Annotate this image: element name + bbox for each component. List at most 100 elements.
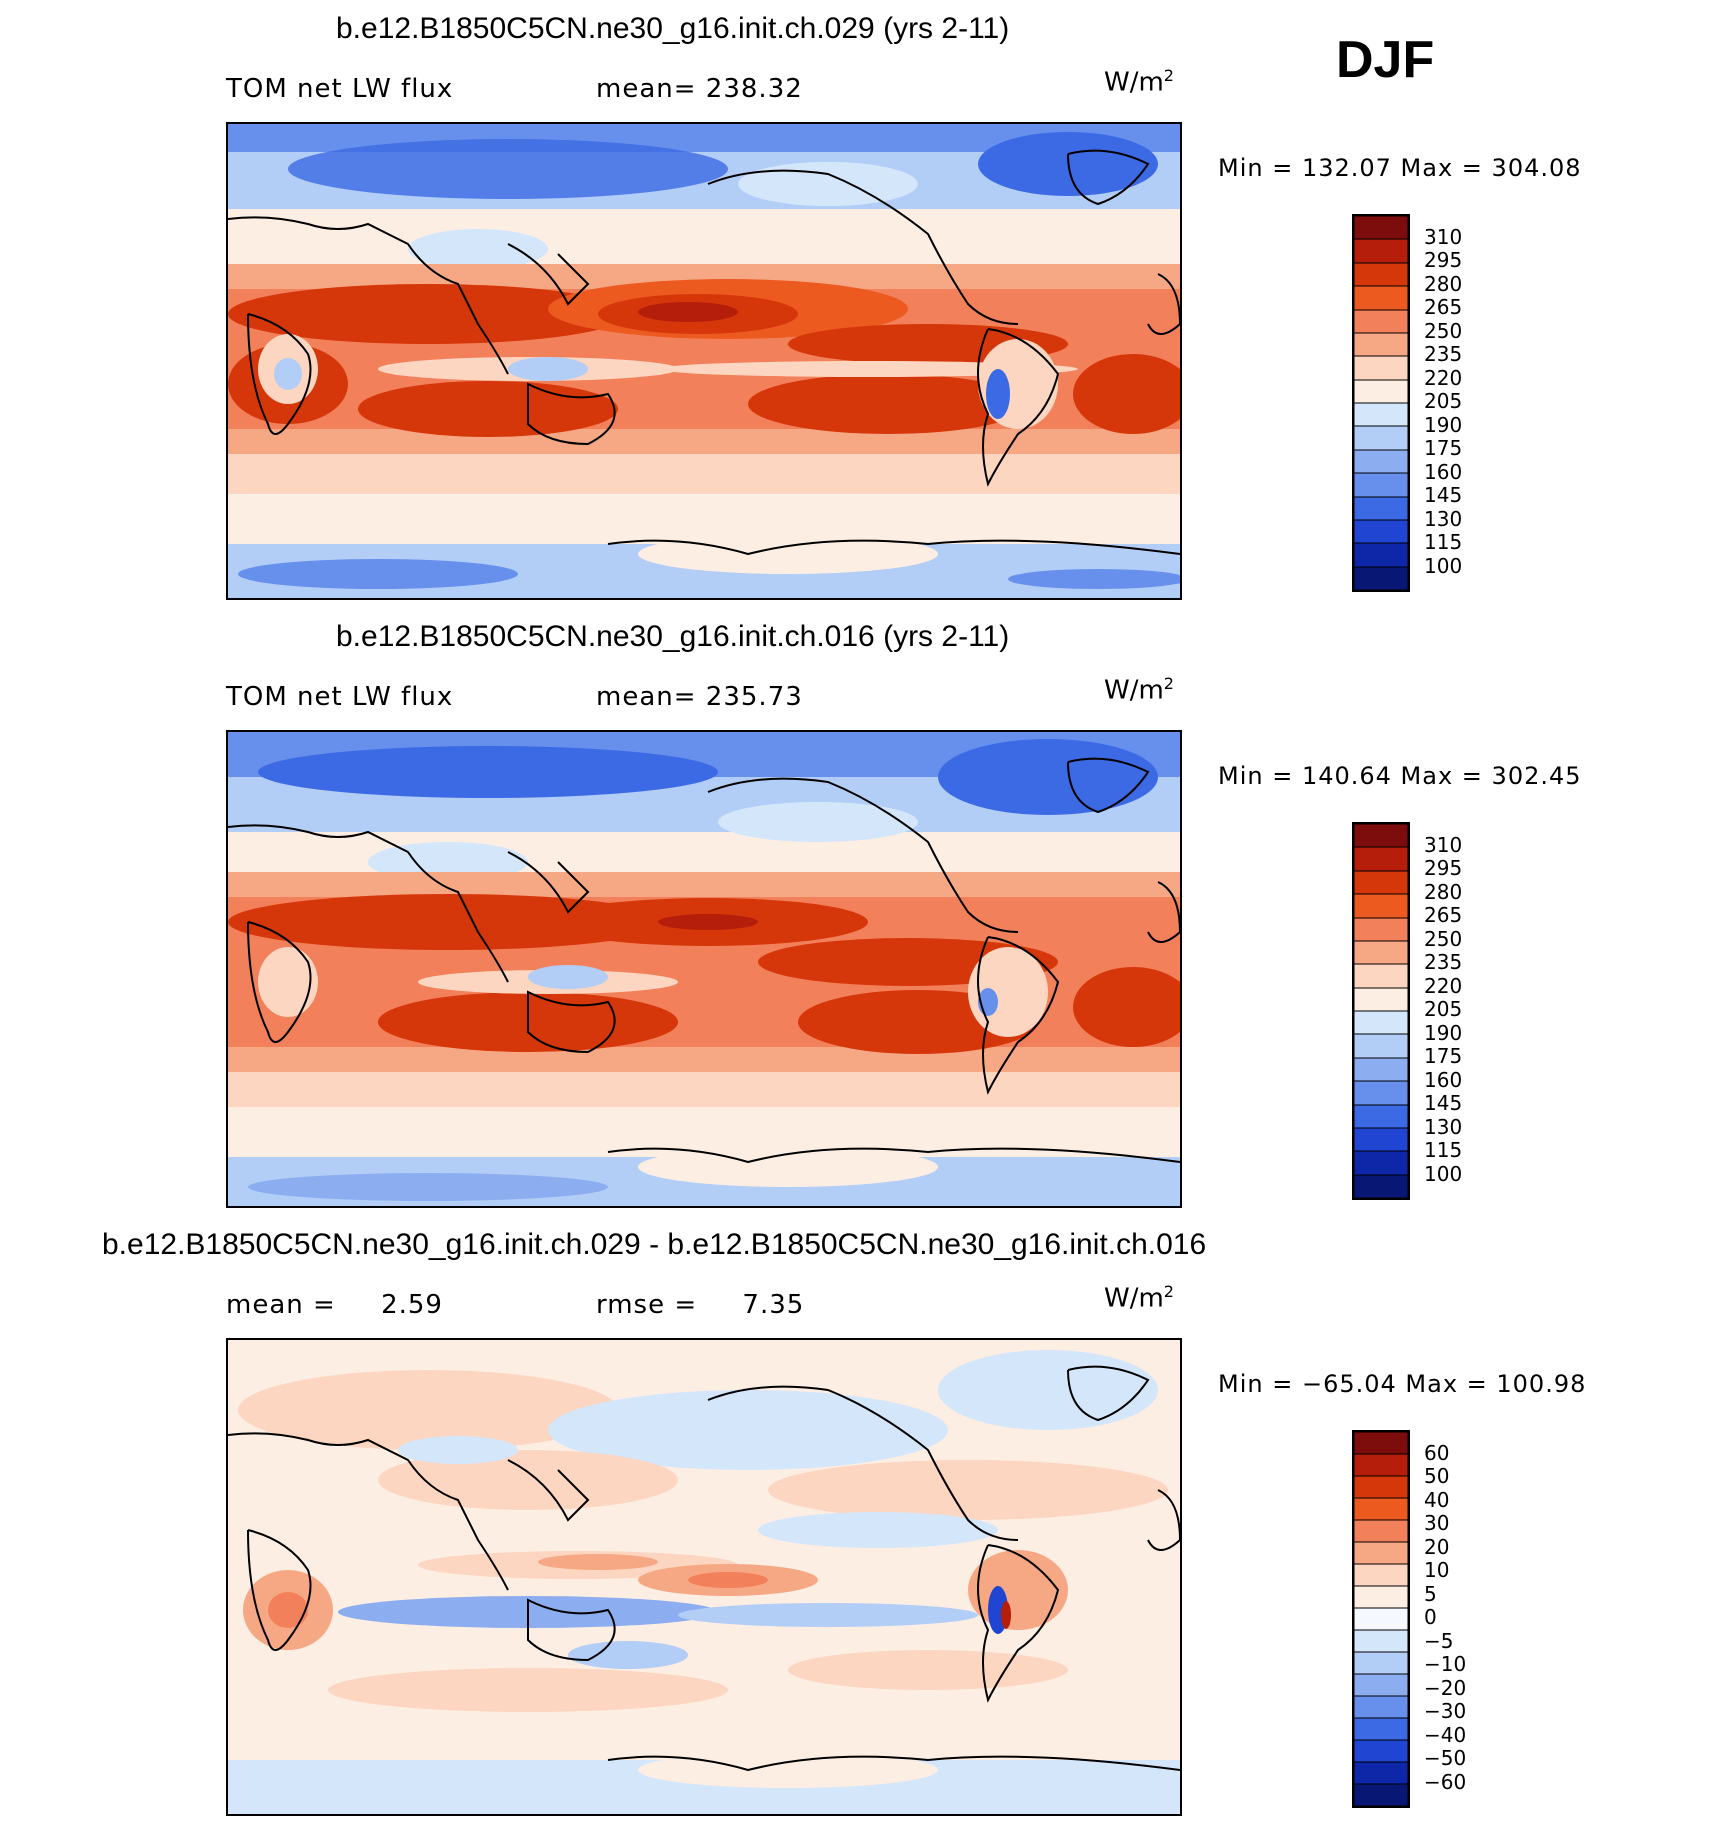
colorbar-swatch [1354,472,1408,498]
colorbar-swatch [1354,1717,1408,1741]
colorbar-swatch [1354,1739,1408,1763]
colorbar-tick: 235 [1424,342,1463,366]
colorbar-swatch [1354,1695,1408,1719]
colorbar-swatch [1354,1432,1408,1455]
panel-3-colorbar-svg [1354,1432,1408,1806]
colorbar-swatch [1354,1673,1408,1697]
colorbar-swatch [1354,940,1408,965]
colorbar-tick: 310 [1424,833,1463,857]
panel-1-units-exp: 2 [1163,66,1174,85]
panel-2-mean-key: mean= [596,682,697,712]
panel-2-units: W/m2 [1104,674,1174,706]
colorbar-swatch [1354,1783,1408,1806]
colorbar-swatch [1354,262,1408,287]
panel-3-mean-key: mean = [226,1290,336,1320]
colorbar-tick: −60 [1424,1770,1467,1794]
colorbar-tick: 60 [1424,1441,1450,1465]
colorbar-tick: 130 [1424,1115,1463,1139]
colorbar-tick: 40 [1424,1488,1450,1512]
colorbar-tick: 310 [1424,225,1463,249]
colorbar-tick: 295 [1424,248,1463,272]
panel-3-mean-label: mean = 2.59 [226,1290,443,1320]
colorbar-tick: 115 [1424,530,1463,554]
colorbar-tick: 280 [1424,880,1463,904]
colorbar-swatch [1354,1453,1408,1477]
panel-1-colorbar-labels: 310 295 280 265 250 235 220 205 190 175 … [1424,214,1504,592]
colorbar-tick: 50 [1424,1464,1450,1488]
panel-2-mean-label: mean= 235.73 [596,682,803,712]
panel-2-map-svg [228,732,1180,1206]
colorbar-tick: 160 [1424,1068,1463,1092]
panel-1-units-base: W/m [1104,67,1164,98]
panel-1-colorbar-svg [1354,216,1408,590]
colorbar-tick: 0 [1424,1605,1437,1629]
colorbar-swatch [1354,379,1408,404]
colorbar-tick: 265 [1424,295,1463,319]
panel-3-rmse-key: rmse = [596,1290,698,1320]
colorbar-tick: 145 [1424,1091,1463,1115]
panel-3-mean-value: 2.59 [381,1290,443,1320]
colorbar-tick: 30 [1424,1511,1450,1535]
colorbar-swatch [1354,425,1408,451]
colorbar-swatch [1354,963,1408,989]
panel-3-units-exp: 2 [1163,1282,1174,1301]
colorbar-tick: 280 [1424,272,1463,296]
colorbar-tick: −20 [1424,1676,1467,1700]
colorbar-tick: 295 [1424,856,1463,880]
colorbar-tick: 265 [1424,903,1463,927]
colorbar-swatch [1354,987,1408,1012]
panel-2-minmax: Min = 140.64 Max = 302.45 [1218,762,1582,790]
panel-3-rmse-label: rmse = 7.35 [596,1290,804,1320]
colorbar-tick: 100 [1424,1162,1463,1186]
colorbar-swatch [1354,449,1408,474]
panel-2-variable-label: TOM net LW flux [226,682,454,712]
colorbar-tick: 205 [1424,997,1463,1021]
colorbar-swatch [1354,1607,1408,1631]
colorbar-tick: 205 [1424,389,1463,413]
colorbar-tick: −10 [1424,1652,1467,1676]
colorbar-swatch [1354,893,1408,919]
colorbar-swatch [1354,496,1408,521]
colorbar-tick: 115 [1424,1138,1463,1162]
panel-1-units: W/m2 [1104,66,1174,98]
panel-2-colorbar [1352,822,1410,1200]
colorbar-swatch [1354,309,1408,334]
colorbar-swatch [1354,1563,1408,1587]
panel-3-units: W/m2 [1104,1282,1174,1314]
colorbar-tick: 20 [1424,1535,1450,1559]
colorbar-swatch [1354,402,1408,427]
colorbar-swatch [1354,917,1408,942]
colorbar-tick: 235 [1424,950,1463,974]
colorbar-tick: −5 [1424,1629,1454,1653]
colorbar-swatch [1354,1174,1408,1198]
colorbar-tick: 145 [1424,483,1463,507]
colorbar-swatch [1354,1127,1408,1152]
colorbar-swatch [1354,1519,1408,1543]
panel-3-colorbar-labels: 60 50 40 30 20 10 5 0 −5 −10 −20 −30 −40… [1424,1430,1504,1808]
panel-1-mean-value: 238.32 [705,74,803,104]
colorbar-swatch [1354,1651,1408,1675]
panel-2-units-exp: 2 [1163,674,1174,693]
panel-1-map [226,122,1182,600]
colorbar-swatch [1354,870,1408,895]
colorbar-swatch [1354,1761,1408,1785]
colorbar-tick: −40 [1424,1723,1467,1747]
colorbar-swatch [1354,1497,1408,1521]
panel-3-minmax: Min = −65.04 Max = 100.98 [1218,1370,1587,1398]
panel-1-mean-label: mean= 238.32 [596,74,803,104]
colorbar-tick: 175 [1424,436,1463,460]
panel-1-colorbar [1352,214,1410,592]
panel-1-minmax: Min = 132.07 Max = 304.08 [1218,154,1582,182]
panel-3-rmse-value: 7.35 [742,1290,805,1320]
colorbar-tick: 190 [1424,1021,1463,1045]
panel-1-variable-label: TOM net LW flux [226,74,454,104]
colorbar-swatch [1354,216,1408,240]
colorbar-swatch [1354,1629,1408,1653]
colorbar-swatch [1354,519,1408,544]
colorbar-tick: 220 [1424,366,1463,390]
colorbar-swatch [1354,285,1408,311]
panel-2-map [226,730,1182,1208]
panel-3-map [226,1338,1182,1816]
colorbar-tick: 160 [1424,460,1463,484]
colorbar-tick: 250 [1424,319,1463,343]
